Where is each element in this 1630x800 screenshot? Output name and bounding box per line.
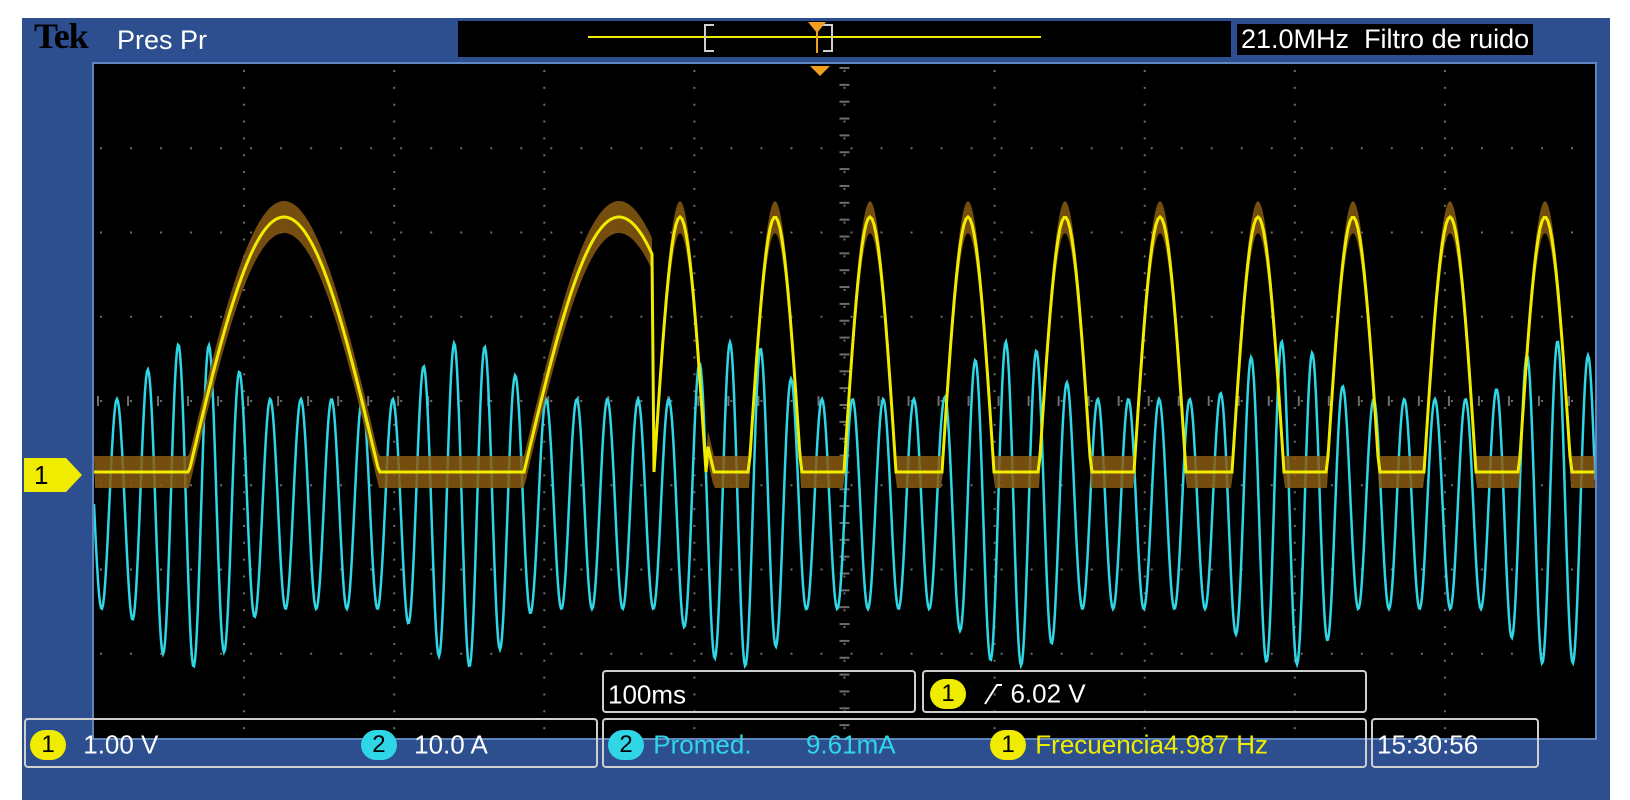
trigger-readout[interactable]: 1 6.02 V	[922, 670, 1367, 713]
clock-readout: 15:30:56	[1371, 718, 1539, 768]
record-timeline[interactable]	[458, 21, 1231, 57]
measurements-readout[interactable]: 2 Promed. 9.61mA 1 Frecuencia4.987 Hz	[602, 718, 1367, 768]
channel-1-scale: 1.00 V	[83, 729, 159, 760]
channel-2-scale: 10.0 A	[414, 729, 488, 760]
measurement-2-name: Frecuencia	[1035, 729, 1164, 760]
trigger-time-marker	[810, 66, 830, 76]
bandwidth-info: 21.0MHz Filtro de ruido	[1237, 24, 1534, 55]
timebase-readout[interactable]: 100ms	[602, 670, 916, 713]
graticule	[97, 67, 1573, 730]
channel-2-badge: 2	[360, 730, 397, 761]
channel-1-marker-label: 1	[34, 460, 49, 490]
ground-marker-shape	[24, 458, 82, 492]
trigger-position-marker	[808, 22, 826, 33]
brand-logo: Tek	[34, 16, 89, 56]
clock-time: 15:30:56	[1377, 729, 1479, 760]
measurement-2-value: 4.987 Hz	[1163, 729, 1268, 760]
waveform-display[interactable]	[92, 62, 1597, 740]
bandwidth-value: 21.0MHz	[1241, 24, 1350, 54]
measurement-1-value: 9.61mA	[805, 729, 896, 760]
measurement-2-channel-badge: 1	[990, 730, 1027, 761]
trigger-channel-badge: 1	[930, 679, 966, 710]
timebase-value: 100ms	[608, 679, 687, 710]
channel-1-badge: 1	[30, 730, 66, 761]
measurement-1-name: Promed.	[653, 729, 752, 760]
graticule-and-traces	[94, 66, 1595, 730]
vertical-scale-readout[interactable]: 1 1.00 V 2 10.0 A	[24, 718, 598, 768]
trigger-level: 6.02 V	[1010, 678, 1086, 709]
view-bracket	[704, 24, 833, 52]
noise-filter-label: Filtro de ruido	[1364, 24, 1530, 54]
measurement-1-channel-badge: 2	[608, 730, 644, 761]
channel-1-trace	[94, 214, 1594, 474]
rising-edge-icon	[983, 682, 1003, 706]
channel-1-ground-marker[interactable]: 1	[22, 456, 84, 494]
acquisition-state: Pres Pr	[117, 25, 208, 55]
timeline-graphic	[588, 22, 1041, 53]
channel-2-trace	[94, 337, 1595, 670]
